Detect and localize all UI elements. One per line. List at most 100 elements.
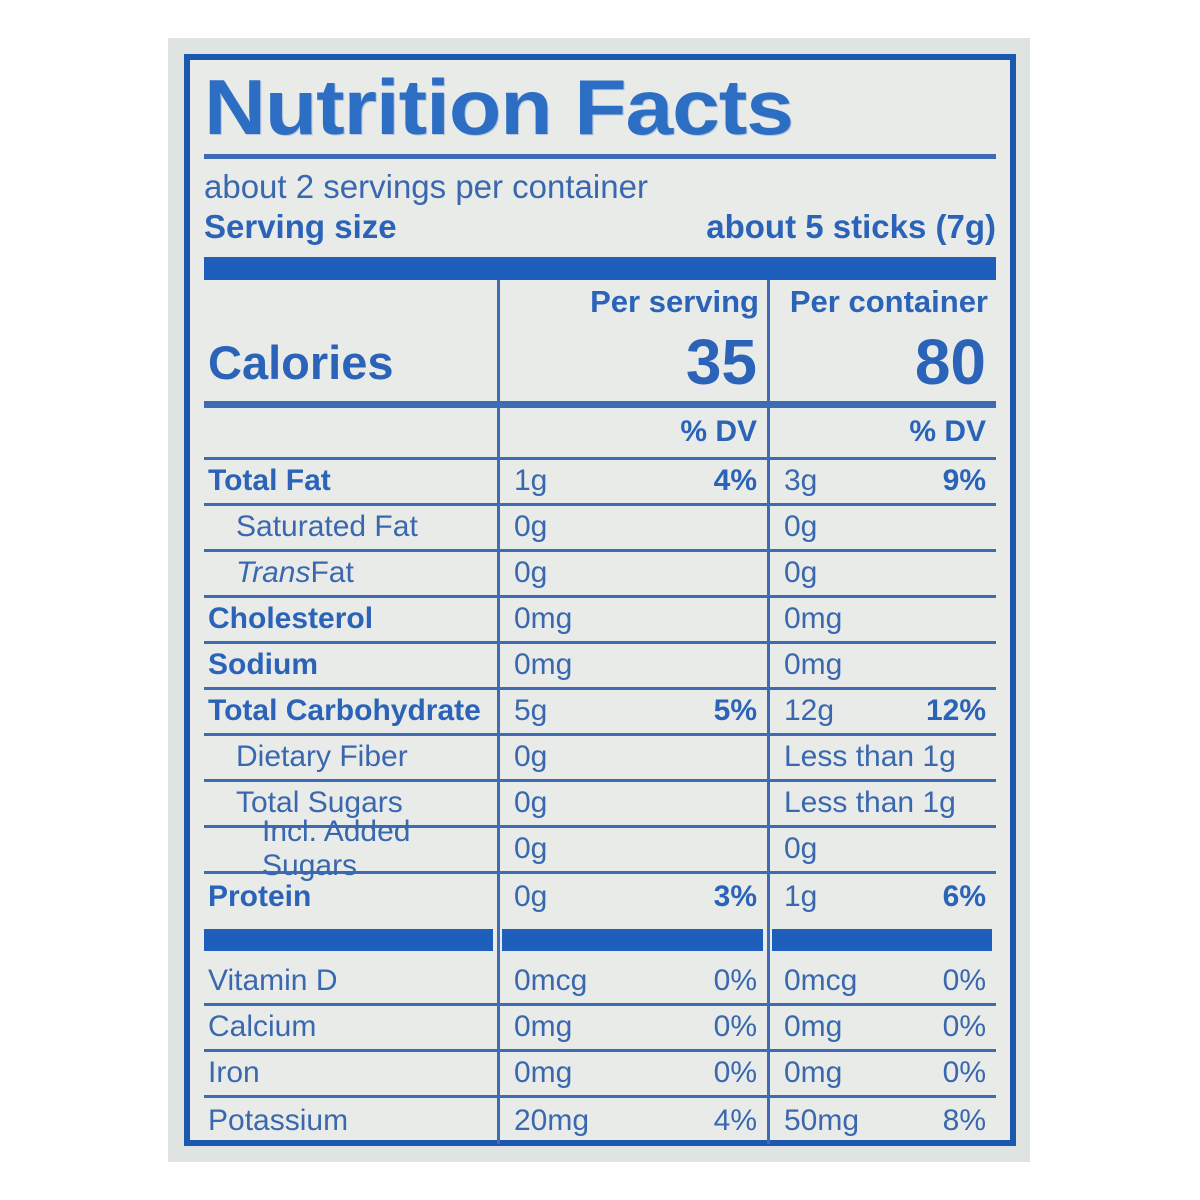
- serving-dv: 4%: [713, 1103, 757, 1137]
- thick-bar-mid-cell: [497, 919, 767, 960]
- container-dv: 9%: [942, 464, 986, 498]
- container-amount: 0mg: [784, 602, 843, 636]
- nutrient-name: Dietary Fiber: [204, 736, 497, 782]
- container-values: 0mg 0%: [767, 1005, 996, 1052]
- container-amount: 0g: [784, 510, 818, 544]
- per-container-header: Per container: [767, 279, 996, 324]
- container-values: 50mg 8%: [767, 1097, 996, 1144]
- label-title: Nutrition Facts: [204, 63, 794, 151]
- thick-bar-right-cell: [767, 919, 996, 960]
- nutrient-name: Incl. Added Sugars: [204, 815, 497, 882]
- nutrition-grid: Per serving Per container Calories 35 80…: [204, 279, 996, 1144]
- thick-bar-left-cell: [204, 920, 497, 960]
- serving-dv: 5%: [713, 694, 757, 728]
- serving-amount: 0g: [514, 786, 548, 820]
- container-amount: 1g: [784, 879, 818, 913]
- container-values: 0g: [767, 505, 996, 552]
- header-spacer: [204, 280, 497, 324]
- nutrient-name: Vitamin D: [204, 960, 497, 1006]
- container-amount: 12g: [784, 694, 835, 728]
- package-photo-background: Nutrition Facts about 2 servings per con…: [168, 38, 1030, 1162]
- container-amount: Less than 1g: [784, 786, 956, 820]
- serving-values: 0g 3%: [497, 873, 767, 920]
- serving-amount: 20mg: [514, 1103, 590, 1137]
- serving-values: 0g: [497, 505, 767, 552]
- container-amount: 0g: [784, 556, 818, 590]
- nutrient-name-rest: Fat: [310, 556, 354, 590]
- serving-amount: 5g: [514, 694, 548, 728]
- container-dv: 6%: [942, 879, 986, 913]
- calories-per-container: 80: [767, 323, 996, 408]
- dv-header-container: % DV: [767, 407, 996, 460]
- container-values: Less than 1g: [767, 735, 996, 782]
- container-amount: 0mg: [784, 1056, 843, 1090]
- thick-bar: [502, 928, 763, 951]
- serving-values: 0g: [497, 827, 767, 874]
- nutrition-facts-label: Nutrition Facts about 2 servings per con…: [184, 54, 1016, 1146]
- serving-values: 0mg: [497, 597, 767, 644]
- nutrient-name-italic: Trans: [236, 556, 311, 590]
- serving-amount: 0mcg: [514, 964, 588, 998]
- container-values: 0mg 0%: [767, 1051, 996, 1098]
- thick-bar: [772, 928, 992, 951]
- nutrient-name: Protein: [208, 879, 312, 913]
- serving-values: 0g: [497, 551, 767, 598]
- serving-values: 0mg 0%: [497, 1051, 767, 1098]
- nutrient-name: Saturated Fat: [204, 506, 497, 552]
- calories-per-serving: 35: [497, 323, 767, 408]
- serving-values: 0mg: [497, 643, 767, 690]
- per-serving-header: Per serving: [497, 279, 767, 324]
- serving-size-label: Serving size: [204, 207, 397, 245]
- serving-dv: 0%: [713, 1010, 757, 1044]
- container-amount: 0mcg: [784, 964, 858, 998]
- serving-amount: 0mg: [514, 648, 573, 682]
- serving-dv: 0%: [713, 964, 757, 998]
- serving-dv: 4%: [713, 464, 757, 498]
- dv-header-serving: % DV: [497, 407, 767, 460]
- title-divider: [204, 153, 996, 159]
- serving-size-row: Serving size about 5 sticks (7g): [204, 206, 996, 248]
- nutrient-name: Cholesterol: [204, 598, 497, 644]
- container-amount: 3g: [784, 464, 818, 498]
- container-values: 12g 12%: [767, 689, 996, 736]
- thick-divider-bar: [204, 256, 996, 280]
- serving-amount: 0mg: [514, 1010, 573, 1044]
- container-dv: 0%: [942, 964, 986, 998]
- servings-per-container: about 2 servings per container: [204, 167, 648, 205]
- thick-bar: [204, 928, 493, 951]
- container-values: 0mg: [767, 643, 996, 690]
- serving-amount: 0g: [514, 510, 548, 544]
- serving-amount: 0g: [514, 832, 548, 866]
- nutrient-name: Iron: [204, 1052, 497, 1098]
- serving-amount: 0g: [514, 879, 548, 913]
- nutrient-name: Trans Fat: [204, 552, 497, 598]
- nutrient-name: Sodium: [204, 644, 497, 690]
- serving-values: 20mg 4%: [497, 1097, 767, 1144]
- serving-dv: 0%: [713, 1056, 757, 1090]
- serving-values: 1g 4%: [497, 459, 767, 506]
- serving-amount: 1g: [514, 464, 548, 498]
- container-amount: Less than 1g: [784, 740, 956, 774]
- serving-values: 0g: [497, 781, 767, 828]
- container-amount: 0g: [784, 832, 818, 866]
- dv-header-spacer: [204, 408, 497, 460]
- nutrient-name: Total Carbohydrate: [204, 690, 497, 736]
- serving-values: 0g: [497, 735, 767, 782]
- nutrient-name: Potassium: [208, 1103, 349, 1137]
- serving-size-value: about 5 sticks (7g): [706, 207, 996, 245]
- container-values: 3g 9%: [767, 459, 996, 506]
- container-values: 0mg: [767, 597, 996, 644]
- serving-amount: 0mg: [514, 602, 573, 636]
- container-dv: 0%: [942, 1010, 986, 1044]
- container-values: Less than 1g: [767, 781, 996, 828]
- nutrient-name: Total Sugars: [204, 782, 497, 828]
- container-dv: 0%: [942, 1056, 986, 1090]
- nutrient-name: Calcium: [204, 1006, 497, 1052]
- container-amount: 50mg: [784, 1103, 860, 1137]
- serving-dv: 3%: [713, 879, 757, 913]
- serving-amount: 0mg: [514, 1056, 573, 1090]
- label-title-wrap: Nutrition Facts: [204, 66, 996, 149]
- container-amount: 0mg: [784, 648, 843, 682]
- serving-amount: 0g: [514, 740, 548, 774]
